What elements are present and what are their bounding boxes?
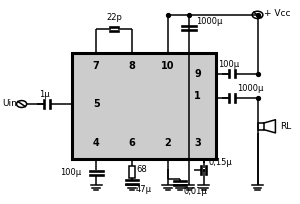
Bar <box>129 166 135 178</box>
Text: 100µ: 100µ <box>60 169 82 177</box>
Text: 1: 1 <box>194 91 201 101</box>
Text: + Vcc: + Vcc <box>264 9 291 18</box>
Text: 47µ: 47µ <box>136 185 152 194</box>
Bar <box>257 123 264 130</box>
Text: 9: 9 <box>194 69 201 79</box>
Text: 22p: 22p <box>106 13 122 22</box>
Text: 1000µ: 1000µ <box>196 18 223 27</box>
Text: 1µ: 1µ <box>39 90 49 99</box>
Text: RL: RL <box>280 122 291 131</box>
Text: 6: 6 <box>129 137 136 147</box>
Text: 10: 10 <box>161 61 175 71</box>
Text: 3: 3 <box>194 137 201 147</box>
Text: 2: 2 <box>164 137 171 147</box>
Text: Uin: Uin <box>2 99 17 108</box>
Text: 7: 7 <box>93 61 100 71</box>
Text: 8: 8 <box>129 61 136 71</box>
Text: 100µ: 100µ <box>219 60 240 69</box>
Text: 0,15µ: 0,15µ <box>208 159 232 167</box>
Text: 1000µ: 1000µ <box>237 84 263 93</box>
Text: 4: 4 <box>93 137 100 147</box>
Bar <box>72 53 216 159</box>
Text: 0,01µ: 0,01µ <box>183 187 207 196</box>
Text: 5: 5 <box>93 99 100 109</box>
Text: 68: 68 <box>136 165 147 174</box>
